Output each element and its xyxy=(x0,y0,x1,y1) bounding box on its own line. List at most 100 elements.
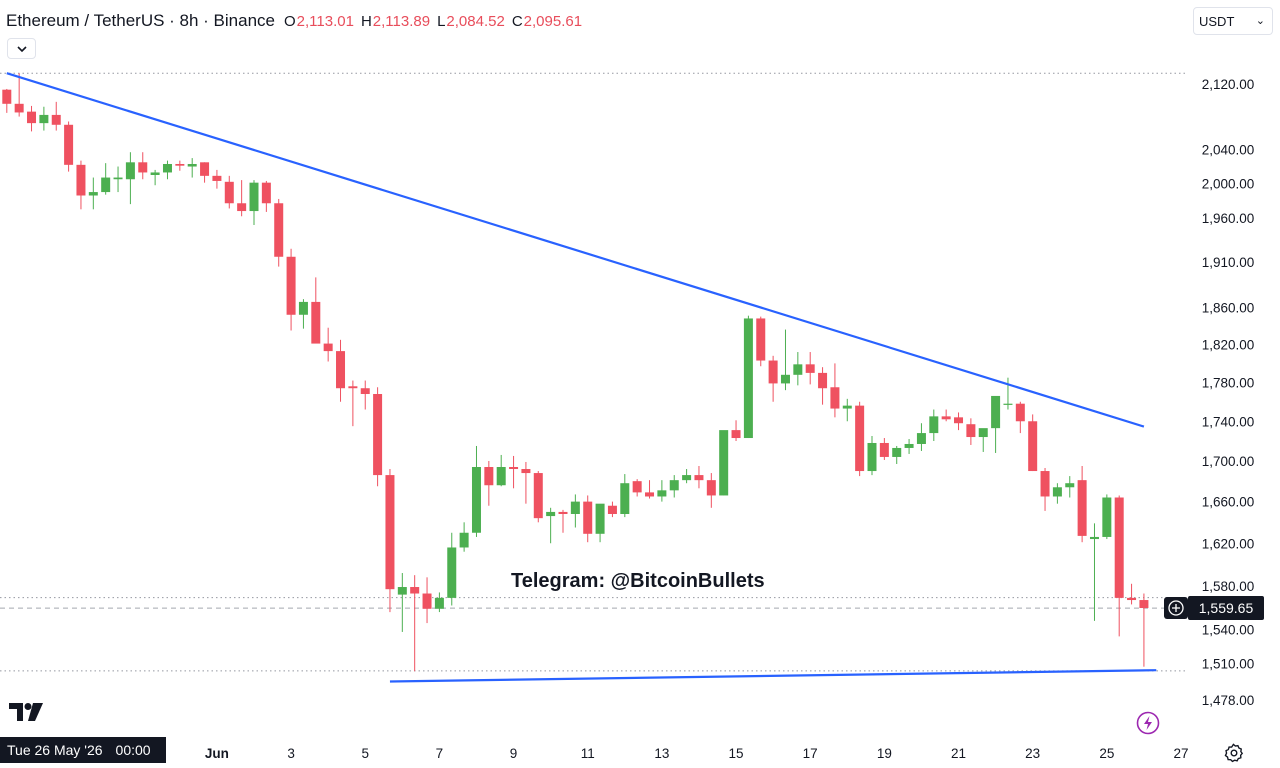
candle-body xyxy=(805,364,815,373)
candle-body xyxy=(360,388,370,395)
candle-body xyxy=(27,111,37,124)
candle-body xyxy=(484,467,494,486)
trendline xyxy=(389,669,1157,683)
candle xyxy=(743,315,753,439)
time-tick-label: 21 xyxy=(951,746,966,761)
candle-body xyxy=(780,374,790,384)
tradingview-logo[interactable] xyxy=(9,703,43,726)
candle xyxy=(607,501,617,518)
candle-body xyxy=(348,386,358,389)
symbol-title[interactable]: Ethereum / TetherUS · 8h · Binance xyxy=(6,11,275,30)
candle-body xyxy=(793,364,803,375)
time-tick-label: 3 xyxy=(287,746,295,761)
candle-body xyxy=(51,114,61,125)
candle xyxy=(966,418,976,445)
time-axis: Jun 3 5 7 9 11 13 15 17 19 21 23 25 27 xyxy=(205,746,1189,761)
candle-body xyxy=(1139,600,1149,609)
candle-body xyxy=(521,469,531,474)
price-tick-label: 1,740.00 xyxy=(1202,414,1255,429)
candle xyxy=(1102,494,1112,540)
candle xyxy=(459,522,469,552)
candle-body xyxy=(212,175,222,181)
candle-body xyxy=(286,256,296,315)
high-key: H xyxy=(360,12,372,30)
chart-settings-button[interactable] xyxy=(1224,743,1244,768)
candle-body xyxy=(632,481,642,493)
candle-body xyxy=(1127,597,1137,601)
candle xyxy=(187,158,197,178)
add-alert-button[interactable] xyxy=(1164,597,1188,619)
candle-body xyxy=(14,103,24,113)
collapse-legend-button[interactable] xyxy=(7,38,36,59)
candle-body xyxy=(694,475,704,481)
candle xyxy=(533,471,543,523)
candle-body xyxy=(1028,421,1038,472)
candle xyxy=(805,352,815,385)
price-tick-label: 2,000.00 xyxy=(1202,177,1255,192)
candle xyxy=(14,73,24,117)
candle xyxy=(558,509,568,533)
ohlc-values: O2,113.01 H2,113.89 L2,084.52 C2,095.61 xyxy=(284,13,582,30)
candle xyxy=(286,248,296,331)
candle-body xyxy=(175,163,185,166)
candle-body xyxy=(187,163,197,167)
candle-body xyxy=(706,480,716,496)
candle-body xyxy=(533,473,543,519)
trendline xyxy=(6,72,1145,428)
candle xyxy=(904,439,914,454)
time-tick-label: 19 xyxy=(877,746,892,761)
candle xyxy=(941,409,951,422)
candle xyxy=(632,479,642,497)
candle xyxy=(138,152,148,180)
candle xyxy=(867,436,877,476)
candle xyxy=(620,474,630,518)
gear-icon xyxy=(1224,743,1244,763)
candle xyxy=(274,198,284,267)
candle xyxy=(422,577,432,624)
open-key: O xyxy=(284,12,296,30)
candle xyxy=(892,445,902,464)
candle xyxy=(360,380,370,410)
close-key: C xyxy=(511,12,523,30)
time-tick-label: 23 xyxy=(1025,746,1040,761)
candle-body xyxy=(818,372,828,389)
candle-body xyxy=(1102,497,1112,537)
candle-body xyxy=(966,424,976,438)
candle xyxy=(64,121,74,172)
candle-body xyxy=(583,501,593,534)
price-tick-label: 2,040.00 xyxy=(1202,143,1255,158)
lightning-icon[interactable] xyxy=(1136,711,1160,735)
candle-body xyxy=(249,182,259,212)
candle-body xyxy=(471,467,481,533)
candle xyxy=(311,277,321,344)
candle-body xyxy=(620,483,630,515)
candle xyxy=(916,423,926,451)
candle xyxy=(373,387,383,487)
candle xyxy=(336,339,346,402)
time-tick-label: 11 xyxy=(581,746,595,761)
candle-body xyxy=(867,442,877,472)
time-tick-label: 25 xyxy=(1099,746,1114,761)
candle-body xyxy=(929,416,939,434)
candle xyxy=(212,169,222,189)
candle xyxy=(1028,414,1038,472)
candle xyxy=(768,355,778,402)
candle-body xyxy=(311,301,321,344)
candle xyxy=(645,480,655,499)
candle xyxy=(113,166,123,193)
currency-selector[interactable]: USDT ⌄ xyxy=(1193,7,1273,35)
candle xyxy=(51,101,61,131)
candle xyxy=(224,175,234,209)
low-value: 2,084.52 xyxy=(446,12,505,30)
price-tick-label: 1,580.00 xyxy=(1202,579,1255,594)
candle-body xyxy=(1114,497,1124,598)
candle xyxy=(434,592,444,613)
candle xyxy=(484,460,494,506)
candle-body xyxy=(274,203,284,257)
candle-body xyxy=(1015,403,1025,422)
price-tick-label: 1,910.00 xyxy=(1202,255,1255,270)
price-tick-label: 1,780.00 xyxy=(1202,375,1255,390)
candle-body xyxy=(570,501,580,515)
candle-body xyxy=(546,511,556,517)
